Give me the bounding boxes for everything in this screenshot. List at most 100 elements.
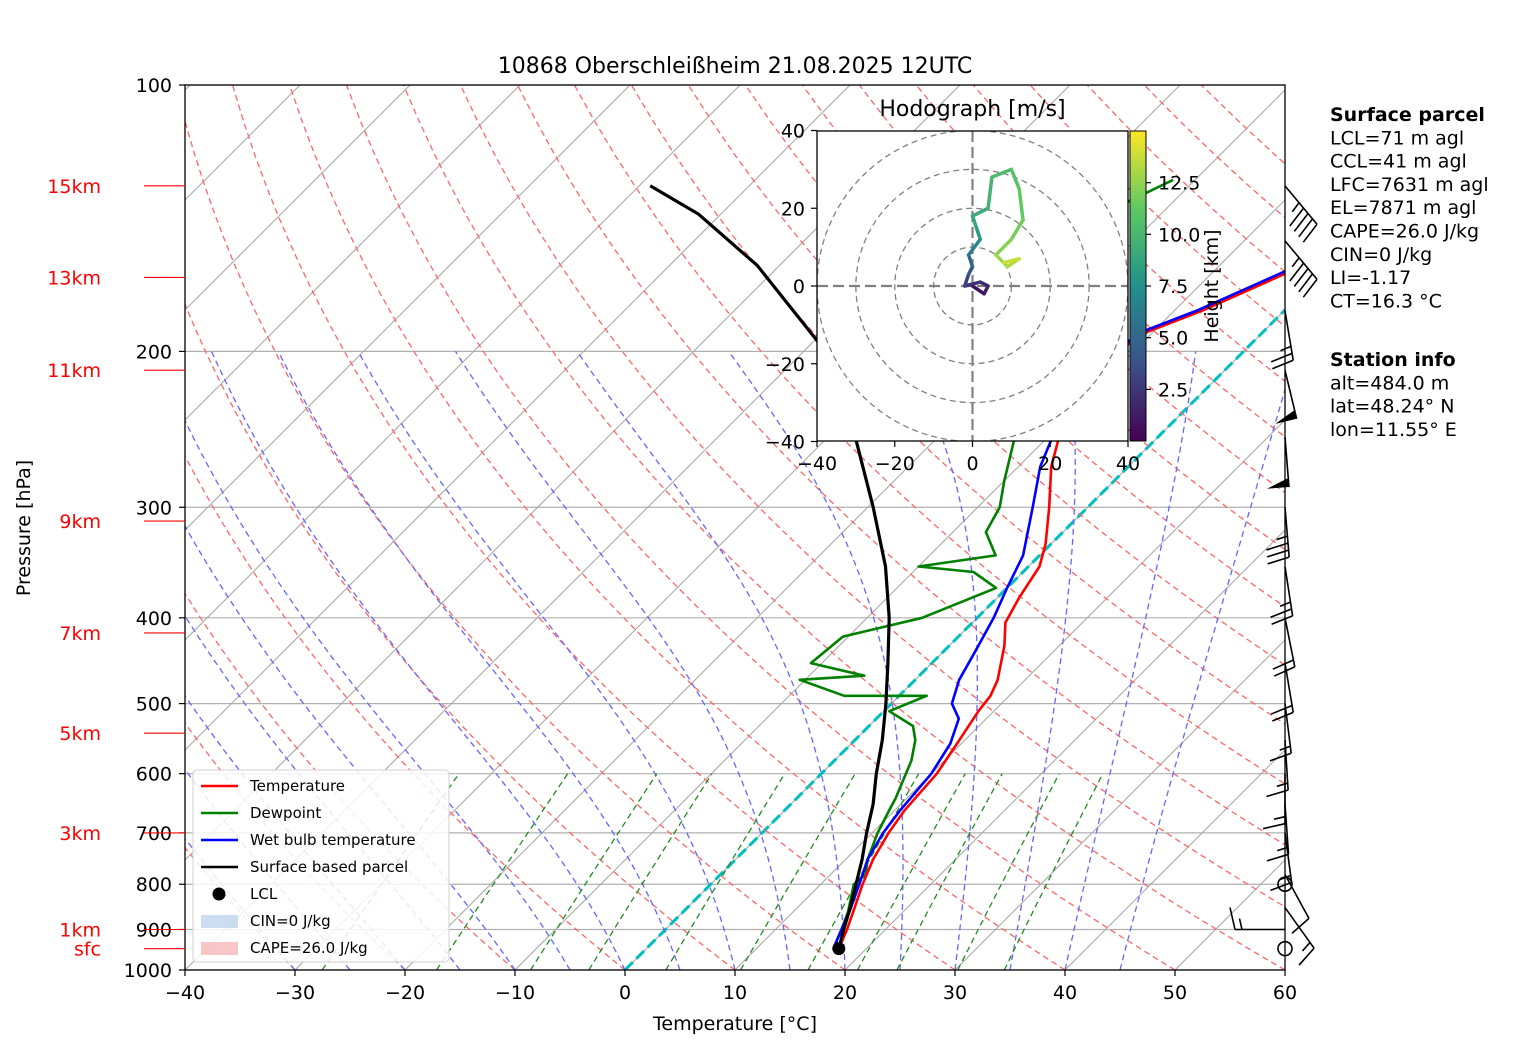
hodograph-y-tick-label: −40 [765, 432, 805, 454]
colorbar-tick-label: 10.0 [1158, 224, 1200, 246]
isotherm [185, 85, 411, 311]
moist-adiabat [903, 351, 978, 970]
station-info-value: lon=11.55° E [1330, 419, 1457, 441]
x-tick-label: 40 [1053, 982, 1077, 1004]
isotherm [185, 85, 521, 421]
dry-adiabat [345, 85, 1176, 970]
wind-barb-half-feather [1280, 345, 1292, 352]
y-axis-ticks: 100 200 300 400 500 600 700 800 900 1000 [124, 75, 185, 982]
dry-adiabat [185, 118, 846, 970]
x-tick-label: 60 [1273, 982, 1297, 1004]
mixing-ratio-line [857, 773, 966, 970]
wind-barb [1266, 507, 1290, 565]
legend-label: Temperature [249, 777, 345, 795]
dry-adiabat [516, 85, 1285, 846]
surface-parcel-value: CCL=41 m agl [1330, 151, 1467, 173]
y-tick-label: 300 [136, 497, 172, 519]
wind-barb-feather [1298, 273, 1314, 293]
x-tick-label: 50 [1163, 982, 1187, 1004]
height-label: 7km [59, 623, 101, 645]
y-tick-label: 700 [136, 823, 172, 845]
legend: Temperature Dewpoint Wet bulb temperature S… [192, 769, 450, 963]
mixing-ratio-line [588, 773, 713, 970]
x-tick-label: 0 [619, 982, 631, 1004]
wind-barb-shaft [1284, 617, 1296, 668]
y-tick-label: 400 [136, 608, 172, 630]
legend-swatch [201, 915, 238, 928]
wind-barb [1284, 874, 1310, 934]
y-tick-label: 200 [136, 341, 172, 363]
hodograph-y-tick-label: 0 [793, 276, 805, 298]
moist-adiabat [1119, 387, 1285, 970]
wind-barb-feather [1270, 704, 1293, 715]
x-axis-label: Temperature [°C] [652, 1013, 817, 1035]
mixing-ratio-line [530, 773, 658, 970]
wind-barb-shaft [1284, 874, 1310, 919]
wind-barb-feather [1229, 907, 1236, 930]
height-label: 3km [59, 823, 101, 845]
surface-parcel-value: CAPE=26.0 J/kg [1330, 221, 1479, 243]
wind-barb-feather [1293, 213, 1309, 232]
mixing-ratio-line [436, 773, 569, 970]
hodograph-segment [994, 237, 1014, 257]
legend-label: Surface based parcel [250, 858, 408, 876]
moist-adiabat [1064, 351, 1197, 970]
hodograph-segment [970, 284, 986, 296]
moist-adiabat [576, 351, 846, 970]
wind-barb-feather [1269, 752, 1292, 762]
height-label: 5km [59, 723, 101, 745]
dry-adiabat [231, 85, 956, 970]
station-info-value: lat=48.24° N [1330, 396, 1454, 418]
wind-barb-shaft [1284, 703, 1292, 754]
dry-adiabat [185, 454, 626, 970]
wind-barb-shaft [1284, 310, 1295, 361]
mixing-ratio-line [807, 773, 920, 970]
hodograph-segment [966, 253, 975, 269]
dry-adiabat [459, 85, 1285, 908]
station-info-value: alt=484.0 m [1330, 372, 1449, 394]
y-tick-label: 500 [136, 694, 172, 716]
colorbar-tick-label: 12.5 [1158, 173, 1200, 195]
isotherm [185, 85, 741, 641]
wind-barb-feather [1270, 608, 1292, 619]
hodograph-segment [1001, 257, 1021, 265]
height-label: 11km [47, 360, 101, 382]
x-tick-label: 30 [943, 982, 967, 1004]
y-tick-label: 600 [136, 764, 172, 786]
legend-label: Wet bulb temperature [250, 831, 416, 849]
isotherm [514, 199, 1285, 970]
wind-barb [1284, 240, 1318, 298]
x-tick-label: 20 [833, 982, 857, 1004]
hodograph-x-tick-label: 40 [1116, 453, 1140, 475]
wind-barb-shaft [1284, 507, 1290, 558]
height-label: 1km [59, 920, 101, 942]
surface-parcel-title: Surface parcel [1330, 104, 1485, 126]
isotherm [185, 85, 851, 751]
y-tick-label: 900 [136, 920, 172, 942]
height-label: 15km [47, 176, 101, 198]
zero-isotherm [623, 307, 1285, 970]
wind-barb-flag [1275, 410, 1297, 424]
legend-swatch [201, 942, 238, 955]
wind-barb-half-feather [1277, 846, 1289, 852]
moist-adiabat [728, 351, 904, 970]
wind-barb-shaft [1284, 437, 1290, 488]
station-info-title: Station info [1330, 349, 1456, 371]
wind-barb-half-feather [1291, 202, 1300, 213]
wind-barb-feather [1262, 822, 1286, 830]
y-tick-label: 100 [136, 75, 172, 97]
isotherm [954, 639, 1285, 970]
mixing-ratio-line [740, 773, 856, 970]
wind-barb-feather [1298, 947, 1315, 966]
wind-barb [1284, 907, 1315, 966]
dry-adiabat [185, 302, 736, 970]
wind-barb-half-feather [1291, 257, 1300, 268]
dry-adiabat [858, 85, 1285, 494]
colorbar-tick-label: 5.0 [1158, 328, 1188, 350]
x-tick-label: −30 [275, 982, 315, 1004]
hodograph-segment [990, 167, 1014, 179]
hodograph-inner [817, 131, 1128, 441]
wind-barb [1272, 617, 1296, 677]
